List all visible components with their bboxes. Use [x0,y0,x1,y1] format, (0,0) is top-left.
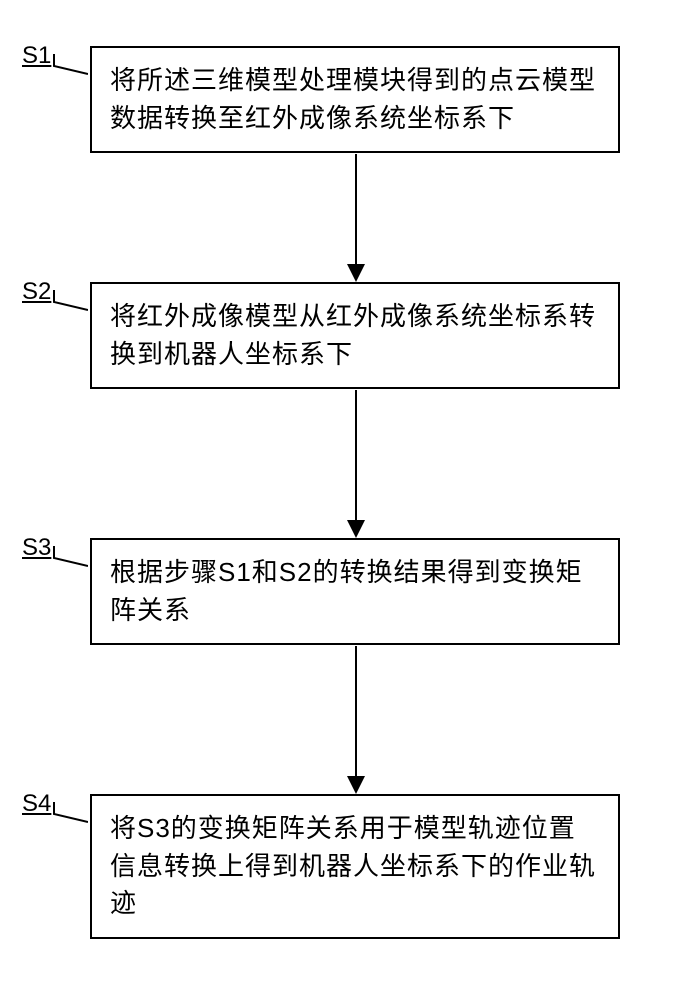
step-s4-text: 将S3的变换矩阵关系用于模型轨迹位置信息转换上得到机器人坐标系下的作业轨迹 [110,810,600,923]
step-s3-text: 根据步骤S1和S2的转换结果得到变换矩阵关系 [110,554,600,629]
step-s2-label: S2 [22,278,51,306]
step-s3-label: S3 [22,534,51,562]
step-s3-box: 根据步骤S1和S2的转换结果得到变换矩阵关系 [90,538,620,645]
step-s4-connector [52,800,88,828]
step-s2-text: 将红外成像模型从红外成像系统坐标系转换到机器人坐标系下 [110,298,600,373]
step-s1-connector [52,52,88,80]
step-s4-box: 将S3的变换矩阵关系用于模型轨迹位置信息转换上得到机器人坐标系下的作业轨迹 [90,794,620,939]
step-s1-text: 将所述三维模型处理模块得到的点云模型数据转换至红外成像系统坐标系下 [110,62,600,137]
step-s2-connector [52,288,88,316]
step-s1-label: S1 [22,42,51,70]
step-s4-label: S4 [22,790,51,818]
step-s2-box: 将红外成像模型从红外成像系统坐标系转换到机器人坐标系下 [90,282,620,389]
step-s3-connector [52,544,88,572]
step-s1-box: 将所述三维模型处理模块得到的点云模型数据转换至红外成像系统坐标系下 [90,46,620,153]
